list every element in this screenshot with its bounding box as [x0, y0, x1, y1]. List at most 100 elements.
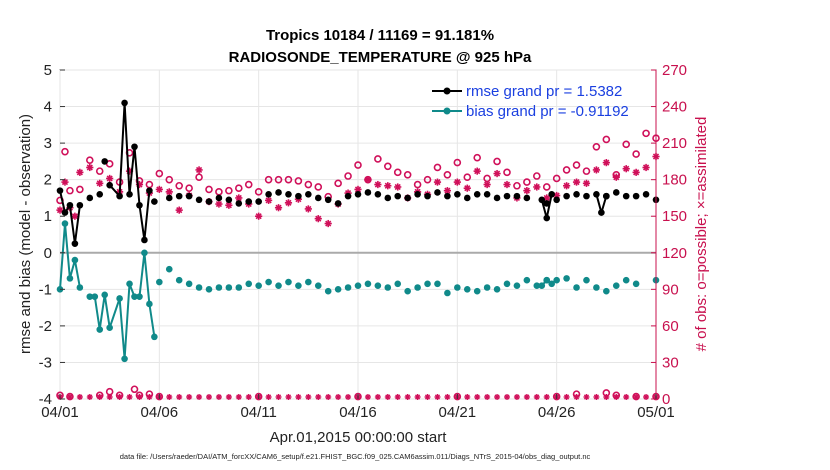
assimilated-obs-marker — [533, 183, 541, 191]
asterisk-stroke — [395, 394, 401, 400]
assimilated-obs-marker — [642, 163, 650, 172]
bias-point — [265, 278, 272, 286]
possible-obs-marker — [592, 142, 601, 151]
asterisk-stroke — [364, 176, 372, 183]
zero-count-marker — [136, 394, 143, 400]
bias-point — [463, 286, 471, 293]
possible-obs-marker — [383, 162, 392, 171]
bias-point — [364, 280, 372, 288]
bias-point — [165, 265, 173, 273]
assimilated-obs-marker — [384, 182, 392, 190]
assimilated-obs-marker — [175, 206, 183, 214]
possible-obs-marker — [423, 175, 432, 184]
possible-obs-marker — [632, 150, 640, 158]
zero-count-marker — [613, 394, 620, 400]
asterisk-stroke — [593, 166, 600, 174]
asterisk-stroke — [275, 394, 282, 400]
rmse-point — [434, 189, 441, 196]
zero-count-marker — [633, 394, 640, 400]
rmse-point — [553, 196, 560, 204]
asterisk-stroke — [71, 213, 78, 220]
asterisk-stroke — [176, 394, 182, 400]
bias-point — [414, 284, 421, 291]
rmse-point — [61, 209, 69, 216]
asterisk-stroke — [424, 394, 431, 400]
possible-obs-marker — [165, 175, 174, 184]
x-tick-label: 04/06 — [141, 404, 179, 421]
x-tick-label: 04/21 — [439, 404, 477, 421]
bias-point — [275, 282, 282, 289]
rmse-line — [108, 102, 151, 241]
bias-point — [603, 287, 610, 295]
zero-count-marker — [643, 394, 650, 400]
asterisk-stroke — [534, 394, 540, 400]
assimilated-obs-marker — [314, 215, 322, 223]
zero-count-marker — [484, 394, 491, 400]
asterisk-stroke — [215, 200, 223, 208]
bias-point — [285, 278, 292, 286]
asterisk-stroke — [365, 394, 371, 400]
asterisk-stroke — [642, 164, 650, 171]
bias-point — [553, 276, 560, 284]
bias-point — [632, 280, 640, 288]
asterisk-stroke — [61, 179, 69, 186]
bias-point — [66, 275, 74, 282]
zero-count-marker — [573, 394, 580, 400]
chart-title: Tropics 10184 / 11169 = 91.181% — [266, 27, 494, 44]
rmse-point — [543, 200, 551, 207]
zero-count-marker — [206, 394, 212, 400]
asterisk-stroke — [454, 179, 461, 186]
left-tick-label: 3 — [44, 135, 52, 152]
assimilated-obs-marker — [155, 185, 163, 194]
rmse-point — [598, 209, 605, 216]
asterisk-stroke — [593, 394, 599, 400]
rmse-point — [265, 190, 272, 198]
possible-obs-marker — [334, 179, 342, 188]
bias-point — [86, 293, 94, 300]
bias-point — [121, 355, 128, 363]
possible-obs-marker — [205, 185, 213, 194]
zero-count-marker — [583, 394, 590, 400]
rmse-point — [473, 190, 481, 198]
assimilated-obs-marker — [354, 185, 362, 194]
asterisk-stroke — [236, 394, 242, 400]
legend-rmse-marker — [443, 87, 451, 95]
possible-obs-marker — [433, 163, 442, 172]
rmse-point — [454, 190, 461, 198]
asterisk-stroke — [444, 394, 450, 400]
possible-obs-marker — [61, 147, 69, 156]
asterisk-stroke — [255, 213, 262, 220]
possible-obs-marker — [572, 161, 581, 169]
legend: rmse grand pr = 1.5382 bias grand pr = -… — [432, 83, 629, 120]
possible-obs-marker — [274, 175, 283, 184]
assimilated-obs-marker — [602, 159, 610, 167]
rmse-point — [255, 198, 262, 205]
assimilated-obs-marker — [374, 180, 382, 189]
rmse-point — [404, 194, 411, 202]
bias-point — [473, 287, 481, 295]
asterisk-stroke — [524, 394, 530, 400]
bias-point — [71, 256, 79, 264]
possible-obs-marker — [403, 170, 412, 179]
possible-obs-marker — [294, 177, 303, 185]
legend-rmse-label: rmse grand pr = 1.5382 — [466, 83, 622, 100]
rmse-point — [305, 190, 312, 198]
rmse-point — [324, 196, 332, 204]
asterisk-stroke — [345, 394, 351, 400]
bias-point — [523, 276, 531, 284]
asterisk-stroke — [56, 207, 64, 214]
asterisk-stroke — [216, 394, 222, 400]
rmse-point — [101, 158, 108, 165]
asterisk-stroke — [226, 394, 232, 400]
rmse-point — [593, 190, 600, 198]
asterisk-stroke — [107, 394, 113, 400]
rmse-point — [295, 192, 302, 200]
asterisk-stroke — [266, 394, 272, 400]
zero-count-marker — [146, 394, 153, 400]
asterisk-stroke — [415, 394, 421, 400]
right-tick-label: 0 — [662, 391, 670, 408]
asterisk-stroke — [503, 181, 511, 188]
possible-obs-marker — [264, 175, 273, 184]
possible-obs-marker — [66, 186, 74, 195]
bias-point — [583, 276, 590, 284]
